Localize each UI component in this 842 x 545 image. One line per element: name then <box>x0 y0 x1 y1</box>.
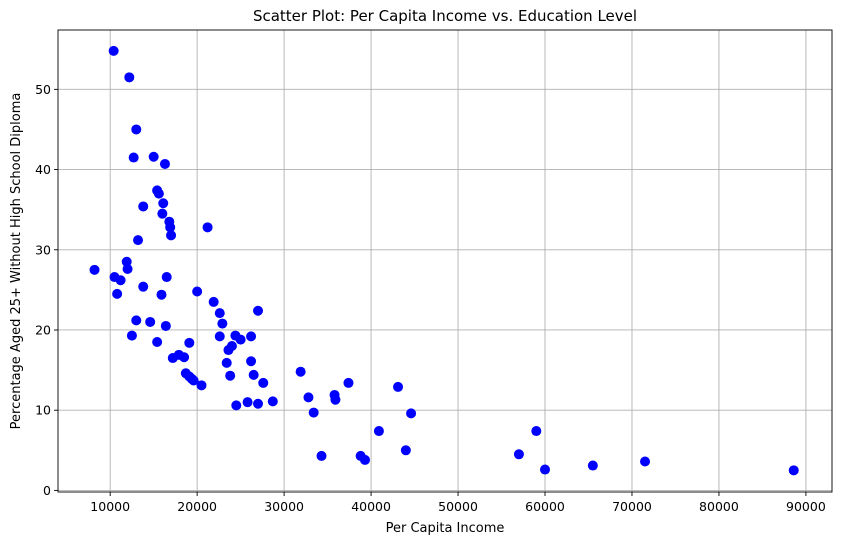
data-point <box>161 272 172 283</box>
x-tick-label: 10000 <box>90 499 130 514</box>
data-point <box>188 375 199 386</box>
data-point <box>196 380 207 391</box>
data-point <box>202 222 213 233</box>
data-point <box>531 426 542 437</box>
data-point <box>373 426 384 437</box>
axis-ticks: 10000 20000 30000 40000 50000 60000 70000 80000… <box>35 82 826 514</box>
chart-title: Scatter Plot: Per Capita Income vs. Educ… <box>253 7 637 25</box>
y-tick-label: 20 <box>35 322 51 337</box>
y-axis-label: Percentage Aged 25+ Without High School … <box>9 93 24 430</box>
data-point <box>108 45 119 56</box>
data-point <box>217 318 228 329</box>
data-point <box>166 230 177 241</box>
data-point <box>248 369 259 380</box>
data-point <box>128 152 139 163</box>
y-tick-label: 50 <box>35 82 51 97</box>
data-point <box>267 396 278 407</box>
x-tick-label: 60000 <box>525 499 565 514</box>
grid-lines <box>58 30 832 492</box>
y-tick-label: 0 <box>43 483 51 498</box>
data-point <box>214 308 225 319</box>
data-points <box>89 45 799 476</box>
y-tick-label: 30 <box>35 242 51 257</box>
data-point <box>156 289 167 300</box>
data-point <box>152 337 163 348</box>
data-point <box>214 331 225 342</box>
data-point <box>157 208 168 219</box>
data-point <box>158 198 169 209</box>
y-tick-label: 40 <box>35 162 51 177</box>
data-point <box>160 320 171 331</box>
data-point <box>112 288 123 299</box>
data-point <box>131 124 142 135</box>
data-point <box>640 456 651 467</box>
data-point <box>225 370 236 381</box>
data-point <box>221 357 232 368</box>
data-point <box>133 235 144 246</box>
data-point <box>126 330 137 341</box>
data-point <box>788 465 799 476</box>
data-point <box>138 201 149 212</box>
x-tick-label: 30000 <box>264 499 304 514</box>
data-point <box>343 377 354 388</box>
data-point <box>231 400 242 411</box>
data-point <box>295 366 306 377</box>
x-tick-label: 20000 <box>177 499 217 514</box>
data-point <box>359 454 370 465</box>
data-point <box>145 316 156 327</box>
plot-frame <box>57 29 833 493</box>
data-point <box>226 341 237 352</box>
data-point <box>253 305 264 316</box>
data-point <box>303 392 314 403</box>
data-point <box>153 188 164 199</box>
x-tick-label: 80000 <box>699 499 739 514</box>
data-point <box>124 72 135 83</box>
data-point <box>131 315 142 326</box>
x-tick-label: 40000 <box>351 499 391 514</box>
data-point <box>316 450 327 461</box>
data-point <box>400 445 411 456</box>
data-point <box>540 464 551 475</box>
data-point <box>258 377 269 388</box>
data-point <box>122 264 133 275</box>
data-point <box>148 151 159 162</box>
data-point <box>165 222 176 233</box>
data-point <box>393 381 404 392</box>
data-point <box>406 408 417 419</box>
x-axis-label: Per Capita Income <box>386 521 505 536</box>
y-tick-label: 10 <box>35 403 51 418</box>
data-point <box>179 352 190 363</box>
data-point <box>159 158 170 169</box>
data-point <box>242 397 253 408</box>
data-point <box>89 264 100 275</box>
x-tick-label: 90000 <box>786 499 826 514</box>
data-point <box>308 407 319 418</box>
data-point <box>235 334 246 345</box>
data-point <box>513 449 524 460</box>
data-point <box>208 296 219 307</box>
x-tick-label: 70000 <box>612 499 652 514</box>
data-point <box>138 281 149 292</box>
data-point <box>192 286 203 297</box>
x-tick-label: 50000 <box>438 499 478 514</box>
data-point <box>330 394 341 405</box>
data-point <box>184 337 195 348</box>
data-point <box>115 275 126 286</box>
data-point <box>246 356 257 367</box>
data-point <box>246 331 257 342</box>
data-point <box>253 398 264 409</box>
data-point <box>587 460 598 471</box>
